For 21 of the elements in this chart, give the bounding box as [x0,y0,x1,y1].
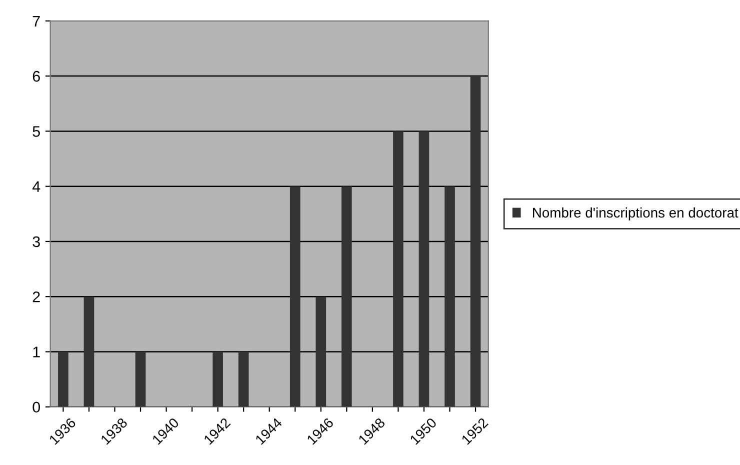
bar [418,131,430,407]
bar [316,296,326,407]
bar [444,186,455,407]
y-tick-label: 0 [32,402,40,413]
bar [84,296,94,407]
y-tick-label: 4 [32,181,40,192]
bar [470,76,481,407]
y-tick-label: 7 [32,16,40,26]
y-tick-label: 3 [32,236,40,248]
legend-label: Nombre d'inscriptions en doctorat [533,207,738,220]
bar [212,352,223,407]
y-tick-label: 2 [32,291,40,302]
y-tick-label: 6 [32,70,40,82]
bar [58,352,68,407]
bar [393,131,404,407]
bar [135,352,146,407]
y-tick-label: 5 [32,126,40,137]
bar [342,186,352,407]
bar [290,186,300,407]
bar [238,352,249,407]
y-tick-label: 1 [33,346,40,358]
